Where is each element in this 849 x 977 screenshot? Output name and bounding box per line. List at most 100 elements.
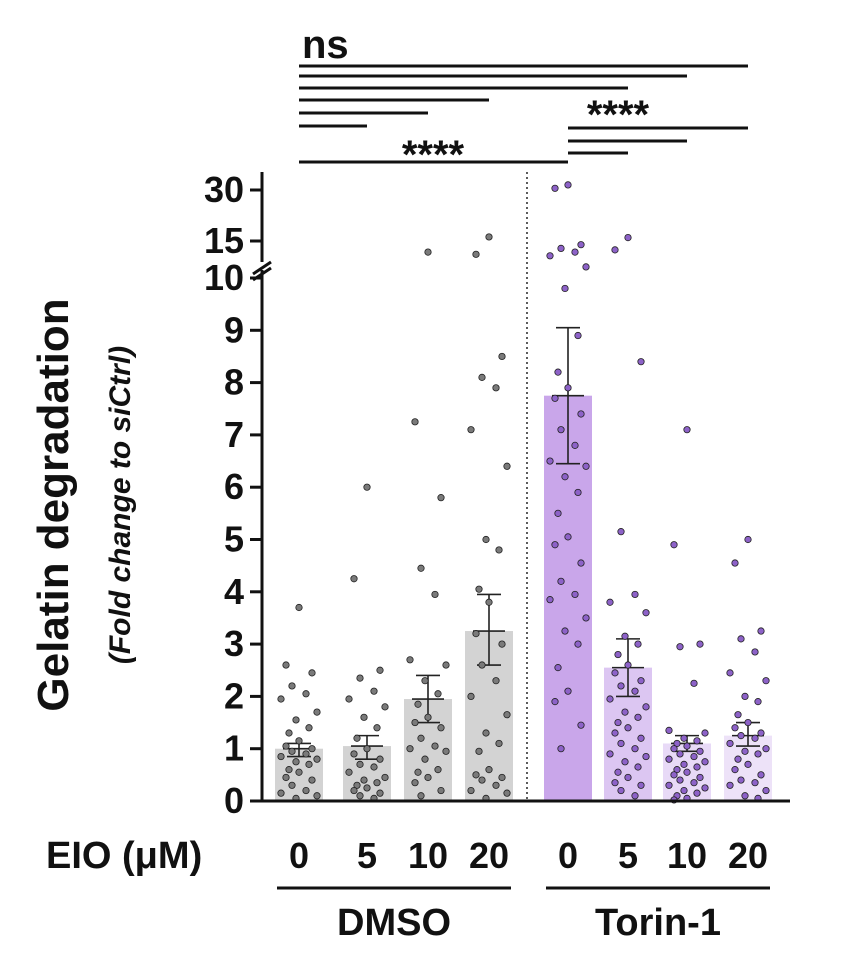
data-point (577, 410, 585, 418)
significance-label: **** (587, 93, 650, 137)
data-point (673, 766, 681, 774)
data-point (701, 729, 709, 737)
data-point (683, 742, 691, 750)
data-point (731, 724, 739, 732)
data-point (737, 635, 745, 643)
data-point (356, 792, 364, 800)
data-point (492, 384, 500, 392)
data-point (503, 462, 511, 470)
data-point (737, 732, 745, 740)
data-point (467, 426, 475, 434)
data-point (683, 426, 691, 434)
y-tick-label: 15 (204, 220, 244, 261)
data-point (345, 768, 353, 776)
data-point (421, 755, 429, 763)
data-point (551, 541, 559, 549)
data-point (424, 773, 432, 782)
group-label-torin-1: Torin-1 (595, 902, 721, 944)
data-point (485, 233, 493, 241)
data-point (757, 771, 765, 779)
significance-label: **** (402, 133, 465, 177)
data-point (370, 687, 378, 695)
data-point (437, 724, 445, 732)
data-point (561, 473, 569, 481)
data-point (577, 559, 585, 567)
data-point (606, 598, 614, 606)
data-point (696, 747, 704, 755)
data-point (642, 752, 650, 761)
data-point (277, 789, 285, 797)
data-point (308, 776, 316, 784)
data-point (295, 737, 303, 745)
x-tick-label: 5 (618, 835, 638, 876)
data-point (551, 184, 559, 192)
data-point (757, 729, 765, 737)
data-point (485, 766, 493, 774)
data-point (442, 747, 450, 755)
data-point (741, 792, 749, 800)
data-point (754, 698, 762, 706)
data-point (411, 418, 419, 426)
data-point (665, 726, 673, 734)
data-point (498, 352, 506, 361)
data-point (617, 786, 625, 795)
data-point (634, 713, 642, 721)
data-point (624, 724, 632, 732)
data-point (734, 711, 742, 719)
data-point (475, 747, 483, 755)
data-point (305, 724, 313, 732)
significance-label: ns (302, 23, 349, 67)
data-point (313, 755, 321, 763)
y-tick-label: 7 (224, 414, 244, 455)
data-point (690, 779, 698, 787)
data-point (614, 650, 622, 659)
y-axis-title: Gelatin degradation (Fold change to siCt… (29, 298, 137, 711)
data-point (478, 661, 486, 669)
data-point (731, 766, 739, 774)
data-point (617, 682, 625, 690)
data-point (561, 284, 569, 293)
data-point (762, 677, 770, 685)
data-point (744, 535, 752, 544)
data-point (285, 729, 293, 737)
data-point (282, 661, 290, 669)
data-point (757, 627, 765, 635)
data-point (277, 695, 285, 703)
data-point (637, 677, 645, 685)
data-point (472, 630, 480, 638)
data-point (350, 575, 358, 583)
data-point (617, 528, 625, 536)
data-point (751, 648, 759, 656)
data-point (292, 758, 300, 766)
data-point (421, 677, 429, 685)
data-point (360, 713, 368, 721)
data-point (665, 781, 673, 789)
data-point (690, 752, 698, 761)
data-point (726, 781, 734, 789)
data-point (693, 789, 701, 797)
x-tick-label: 20 (469, 835, 509, 876)
data-point (737, 776, 745, 784)
data-point (564, 384, 572, 392)
data-point (726, 669, 734, 677)
data-point (582, 462, 590, 470)
data-point (701, 758, 709, 766)
data-point (624, 234, 632, 242)
data-point (414, 768, 422, 776)
data-point (680, 760, 688, 768)
data-point (295, 603, 303, 612)
y-tick-label: 10 (204, 257, 244, 298)
data-point (673, 739, 681, 748)
data-point (495, 546, 503, 554)
data-point (353, 781, 361, 789)
data-point (676, 750, 684, 758)
data-point (676, 643, 684, 651)
y-tick-label: 5 (224, 519, 244, 560)
data-point (498, 773, 506, 782)
data-point (634, 640, 642, 648)
data-point (492, 781, 500, 789)
data-point (574, 331, 582, 340)
data-point (376, 789, 384, 797)
data-point (621, 708, 629, 716)
